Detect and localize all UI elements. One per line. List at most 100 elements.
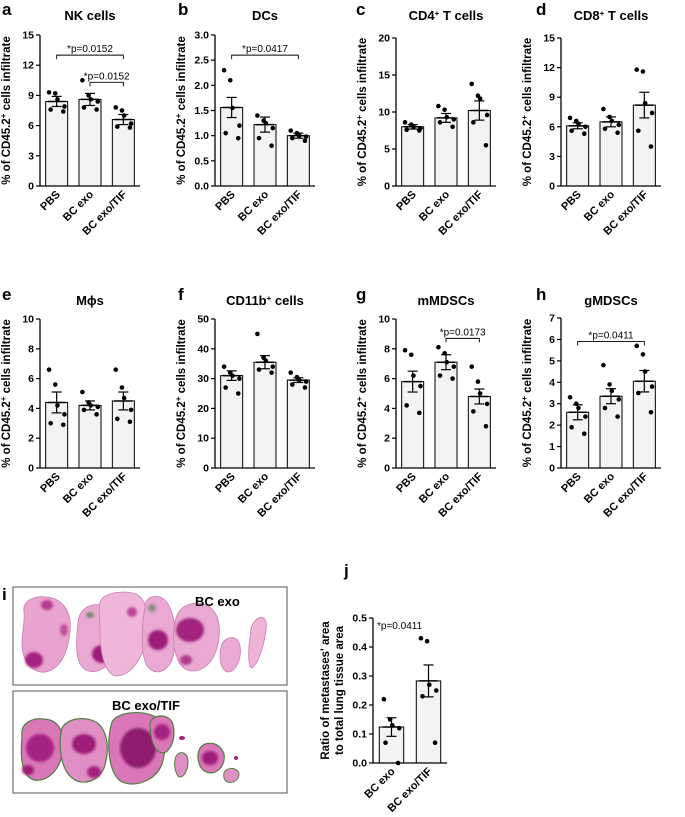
data-point	[451, 364, 457, 369]
data-point	[648, 144, 654, 149]
data-point	[127, 419, 133, 425]
y-tick-label: 10	[378, 107, 390, 119]
bar-0	[401, 126, 425, 187]
data-point	[402, 120, 408, 125]
y-tick-label: 0	[549, 181, 555, 193]
y-tick-label: 40	[197, 343, 209, 355]
y-tick-label: 1.5	[194, 105, 209, 117]
category-label: PBS	[38, 471, 62, 495]
data-point	[52, 382, 58, 387]
panel-label-g: g	[356, 285, 366, 304]
data-point	[427, 682, 432, 687]
data-point	[269, 370, 274, 375]
significance-bracket	[89, 81, 124, 87]
data-point	[302, 138, 308, 143]
panel-label-f: f	[178, 285, 184, 304]
data-point	[237, 123, 242, 128]
data-point	[255, 113, 260, 118]
chart-title: CD11b+ cells	[226, 293, 304, 308]
y-axis-label: Ratio of metastases' area	[320, 621, 332, 760]
data-point	[615, 130, 620, 136]
data-point	[436, 103, 441, 109]
bar-0	[220, 375, 244, 469]
chart-title: mMDSCs	[417, 293, 474, 308]
data-point	[381, 696, 387, 702]
data-point	[94, 107, 99, 112]
data-point	[404, 403, 409, 408]
histology-image-bc-exo-tif: BC exo/TIF	[12, 690, 288, 794]
y-axis-label: % of CD45.2+ cells infiltrate	[520, 319, 535, 467]
y-tick-label: 1	[549, 441, 555, 453]
data-point	[408, 352, 414, 358]
data-point	[94, 412, 99, 417]
data-point	[81, 407, 87, 413]
y-tick-label: 15	[22, 30, 34, 42]
chart-title: CD4+ T cells	[409, 8, 484, 23]
y-tick-label: 6	[28, 120, 34, 132]
data-point	[80, 78, 85, 83]
y-tick-label: 10	[378, 314, 390, 326]
data-point	[442, 107, 447, 113]
data-point	[290, 382, 295, 387]
chart-title: gMDSCs	[584, 293, 637, 308]
data-point	[404, 127, 409, 133]
bar-2	[467, 395, 491, 469]
data-point	[601, 106, 606, 112]
y-axis-label: to total lung tissue area	[334, 625, 346, 755]
y-axis-label: % of CD45.2+ cells infiltrate	[520, 38, 535, 186]
category-label: BC exo	[362, 765, 397, 800]
y-tick-label: 2	[384, 433, 390, 445]
significance-bracket	[577, 341, 645, 346]
data-point	[602, 126, 608, 132]
data-point	[450, 376, 455, 381]
data-point	[567, 115, 573, 121]
y-tick-label: 9	[549, 92, 555, 104]
bar-2	[286, 135, 310, 187]
data-point	[256, 367, 262, 372]
significance-label: *p=0.0173	[440, 327, 486, 338]
chart-title: DCs	[252, 8, 278, 23]
significance-bracket	[445, 337, 480, 343]
panel-label-j: j	[343, 561, 349, 580]
data-point	[402, 347, 408, 353]
y-tick-label: 0.0	[352, 758, 367, 770]
data-point	[80, 389, 85, 395]
data-point	[602, 405, 608, 411]
y-tick-label: 0	[203, 463, 209, 475]
data-point	[418, 383, 423, 389]
data-point	[615, 414, 620, 419]
category-label: PBS	[559, 189, 583, 213]
chart-a: a NK cells % of CD45.2+ cells infiltrate 0 3…	[0, 0, 140, 238]
data-point	[471, 120, 476, 125]
data-point	[302, 385, 308, 390]
data-point	[576, 405, 581, 411]
data-point	[583, 414, 588, 419]
bar-0	[220, 106, 244, 187]
category-label: PBS	[213, 471, 237, 495]
panel-label-e: e	[2, 285, 11, 304]
data-point	[127, 125, 133, 130]
data-point	[416, 410, 422, 416]
significance-label: *p=0.0152	[84, 71, 130, 82]
data-point	[115, 416, 120, 422]
y-tick-label: 3	[28, 150, 34, 162]
data-point	[270, 125, 276, 131]
y-tick-label: 3	[549, 151, 555, 163]
significance-label: *p=0.0417	[242, 44, 288, 55]
data-point	[52, 91, 58, 96]
chart-c: c CD4+ T cells % of CD45.2+ cells infiltra…	[355, 0, 496, 238]
y-tick-label: 0.0	[194, 181, 209, 193]
y-tick-label: 0.1	[352, 729, 367, 741]
bar-1	[253, 124, 277, 187]
data-point	[484, 401, 490, 407]
y-tick-label: 6	[549, 121, 555, 133]
y-tick-label: 0.4	[352, 642, 367, 654]
y-tick-label: 4	[549, 377, 555, 389]
data-point	[471, 409, 476, 414]
y-tick-label: 4	[28, 403, 34, 415]
lung-tissue-sections	[21, 591, 267, 677]
data-point	[569, 128, 574, 134]
data-point	[46, 90, 52, 95]
y-tick-label: 50	[197, 314, 209, 326]
panel-label-h: h	[536, 285, 546, 304]
